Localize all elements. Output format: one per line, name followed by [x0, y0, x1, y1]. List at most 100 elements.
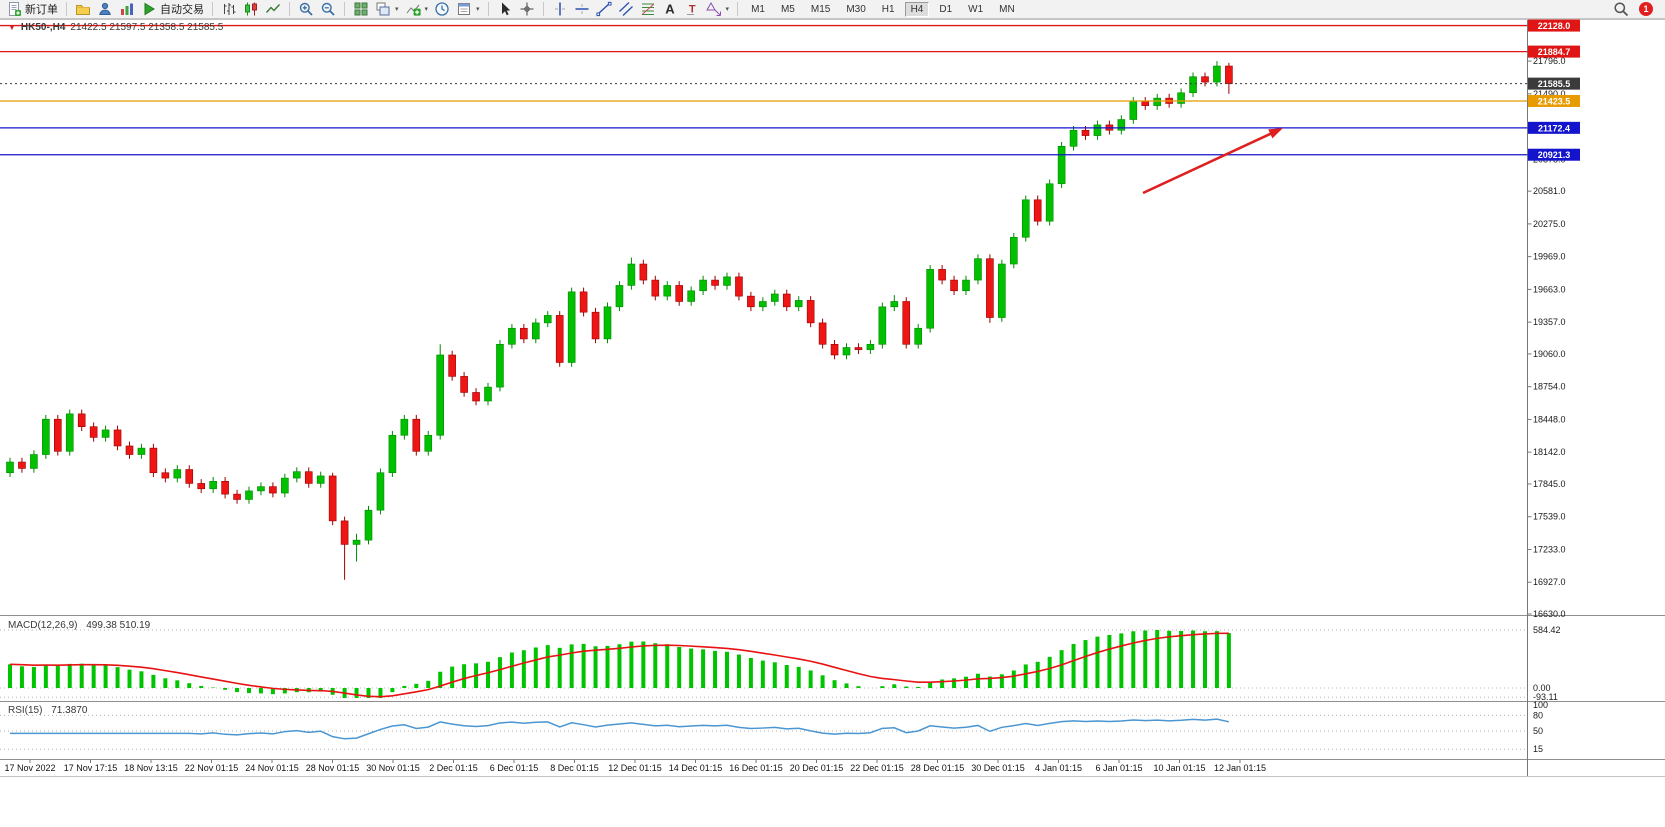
candle-body: [1045, 183, 1054, 222]
fibonacci-icon[interactable]: [638, 1, 658, 18]
time-axis-label: 24 Nov 01:15: [245, 763, 299, 773]
profile-icon[interactable]: [95, 1, 115, 18]
candle-body: [950, 279, 958, 292]
candle-body: [782, 293, 791, 308]
candle-body: [902, 301, 911, 345]
ohlc-values: 21422.5 21597.5 21358.5 21585.5: [70, 22, 224, 33]
support-line-21423-badge-label: 21423.5: [1538, 96, 1571, 106]
candle-body: [316, 475, 325, 484]
zoom-in-icon[interactable]: [296, 1, 316, 18]
rsi-indicator-label: RSI(15) 71.3870: [8, 705, 87, 716]
charts-folder-icon[interactable]: [73, 1, 93, 18]
candle-body: [1117, 119, 1126, 131]
timeframe-d1-button[interactable]: D1: [939, 3, 953, 15]
price-axis-label: 17845.0: [1533, 479, 1566, 489]
templates-icon[interactable]: ▾: [454, 1, 482, 18]
candle-body: [364, 509, 373, 541]
time-axis-label: 16 Dec 01:15: [729, 763, 783, 773]
person-glyph: [97, 1, 113, 17]
trend-arrow-head[interactable]: [1268, 128, 1283, 139]
trend-arrow[interactable]: [1142, 131, 1275, 195]
line-glyph: [265, 1, 281, 17]
main-toolbar: 新订单 自动交易 ▾ ▾ ▾ A T ▾ M1 M5 M15 M30 H1 H4 D1 W1 MN 1: [0, 0, 1665, 19]
candle-body: [257, 486, 265, 492]
timeframe-h4-button[interactable]: H4: [904, 1, 930, 17]
notification-badge[interactable]: 1: [1639, 2, 1653, 16]
cascade-windows-icon[interactable]: ▾: [373, 1, 401, 18]
cursor-icon[interactable]: [495, 1, 515, 18]
price-axis-label: 19060.0: [1533, 349, 1566, 359]
price-axis-label: 17233.0: [1533, 544, 1566, 554]
timeframe-m5-button[interactable]: M5: [780, 3, 795, 15]
candle-body: [376, 472, 385, 511]
timeframe-m30-button[interactable]: M30: [846, 3, 866, 15]
resistance-line-21884-badge-label: 21884.7: [1538, 47, 1571, 57]
trendline-icon[interactable]: [594, 1, 614, 18]
candle-body: [830, 343, 839, 356]
timeframe-m15-button[interactable]: M15: [810, 3, 831, 15]
price-axis-label: 19969.0: [1533, 252, 1566, 262]
tile-glyph: [353, 1, 369, 17]
candle-body: [221, 480, 229, 495]
candle-body: [412, 418, 421, 452]
bar-chart-icon[interactable]: [219, 1, 239, 18]
timeframe-m1-button[interactable]: M1: [751, 3, 765, 15]
resistance-line-22128-badge: [1528, 19, 1580, 32]
textA-glyph: A: [662, 1, 678, 17]
period-clock-icon[interactable]: [432, 1, 452, 18]
time-axis-label: 6 Dec 01:15: [490, 763, 539, 773]
candle-body: [245, 490, 253, 500]
candle-body: [1129, 101, 1138, 120]
time-axis-label: 10 Jan 01:15: [1153, 763, 1205, 773]
template-glyph: [456, 1, 472, 17]
time-axis-label: 17 Nov 2022: [4, 763, 55, 773]
zoom-out-icon[interactable]: [318, 1, 338, 18]
line-chart-icon[interactable]: [263, 1, 283, 18]
price-axis-label: 21796.0: [1533, 56, 1566, 66]
candle-body: [627, 263, 636, 286]
candle-body: [472, 392, 480, 402]
time-axis-label: 20 Dec 01:15: [790, 763, 844, 773]
timeframe-h1-button[interactable]: H1: [881, 3, 895, 15]
price-axis-label: 21490.0: [1533, 89, 1566, 99]
candle-body: [125, 445, 134, 455]
horizontal-line-icon[interactable]: [572, 1, 592, 18]
candle-body: [496, 343, 504, 388]
toolbar-separator: [344, 2, 345, 16]
chart-glyph: [119, 1, 135, 17]
indicators-icon[interactable]: ▾: [403, 1, 431, 18]
candle-body: [723, 276, 731, 286]
equidistant-channel-icon[interactable]: [616, 1, 636, 18]
auto-trading-button[interactable]: 自动交易: [139, 1, 206, 18]
hline-glyph: [574, 1, 590, 17]
macd-signal-line: [9, 632, 1229, 698]
time-axis-label: 12 Dec 01:15: [608, 763, 662, 773]
candle-body: [591, 311, 600, 340]
candle-body: [149, 447, 158, 474]
candle-body: [448, 354, 456, 377]
candle-body: [1153, 97, 1161, 106]
text-label-icon[interactable]: T: [682, 1, 702, 18]
price-axis-label: 20581.0: [1533, 186, 1566, 196]
time-axis-label: 17 Nov 17:15: [64, 763, 118, 773]
candle-body: [340, 520, 349, 545]
timeframe-w1-button[interactable]: W1: [968, 3, 984, 15]
crosshair-icon[interactable]: [517, 1, 537, 18]
tile-windows-icon[interactable]: [351, 1, 371, 18]
shapes-icon[interactable]: ▾: [704, 1, 732, 18]
text-icon[interactable]: A: [660, 1, 680, 18]
market-watch-icon[interactable]: [117, 1, 137, 18]
new-order-button[interactable]: 新订单: [4, 1, 60, 18]
candle-body: [1141, 101, 1150, 106]
current-price-line-badge: [1528, 77, 1580, 90]
candlestick-chart-icon[interactable]: [241, 1, 261, 18]
candle-body: [352, 539, 361, 545]
time-axis-label: 2 Dec 01:15: [429, 763, 478, 773]
rsi-line: [10, 718, 1230, 740]
vertical-line-icon[interactable]: [550, 1, 570, 18]
current-price-line-badge-label: 21585.5: [1538, 79, 1571, 89]
search-icon[interactable]: [1611, 1, 1631, 18]
timeframe-mn-button[interactable]: MN: [999, 3, 1015, 15]
candle-body: [567, 291, 576, 363]
